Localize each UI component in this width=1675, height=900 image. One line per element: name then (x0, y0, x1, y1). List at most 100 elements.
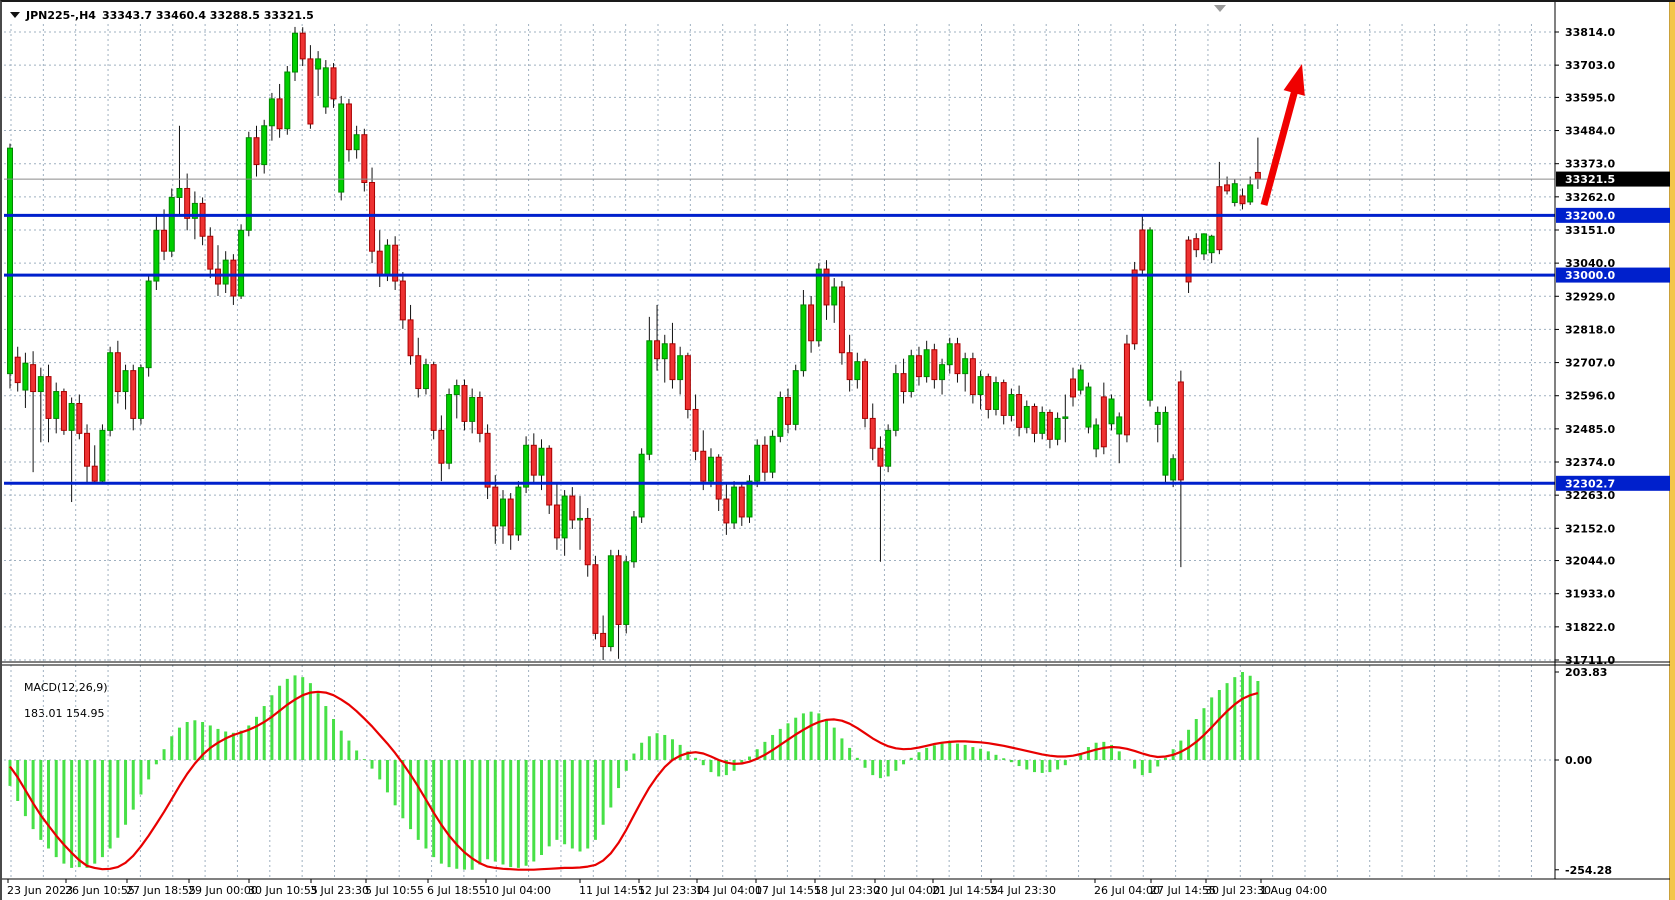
candle-body (137, 367, 144, 419)
grid-lines (4, 24, 1555, 879)
candle-body (646, 340, 653, 455)
candle-body (322, 67, 329, 108)
arrow-head (1283, 64, 1305, 96)
candle-body (492, 486, 499, 527)
arrow-shaft (1260, 86, 1300, 206)
candle-body (561, 495, 568, 539)
candle-body (677, 355, 684, 381)
candle-body (707, 456, 714, 482)
candle-body (376, 250, 383, 276)
candle-body (30, 364, 37, 393)
candle-body (130, 370, 137, 419)
candle-body (422, 364, 429, 390)
candle-body (338, 103, 345, 193)
hline-price-tag (1556, 475, 1670, 491)
candle-body (792, 370, 799, 425)
price-tag-label: 32302.7 (1565, 477, 1615, 490)
hline-price-tag (1556, 267, 1670, 283)
candle-body (869, 417, 876, 449)
time-axis-label: 3 Jul 23:30 (310, 884, 369, 897)
candle-body (530, 444, 537, 476)
candle-body (14, 356, 21, 384)
candle-body (877, 447, 884, 467)
price-axis-label: 33373.0 (1565, 158, 1615, 171)
candle-body (607, 555, 614, 648)
candle-body (1008, 394, 1015, 416)
candle-body (939, 364, 946, 381)
candle-body (1116, 416, 1123, 435)
horizontal-support-resistance-lines[interactable] (4, 178, 1555, 485)
candle-body (738, 486, 745, 518)
price-axis-label: 32707.0 (1565, 357, 1615, 370)
time-axis-label: 26 Jun 10:55 (65, 884, 135, 897)
candle-body (299, 32, 306, 60)
candle-body (1239, 195, 1246, 205)
candle-body (292, 32, 299, 73)
candle-body (22, 362, 29, 391)
candle-body (476, 397, 483, 434)
price-axis-label: 32044.0 (1565, 555, 1615, 568)
candle-body (777, 397, 784, 437)
candle-body (122, 370, 129, 393)
candle-body (761, 444, 768, 473)
candle-body (84, 432, 91, 467)
candle-body (107, 352, 114, 431)
candle-body (99, 429, 106, 482)
candle-body (623, 561, 630, 625)
candle-body (769, 435, 776, 473)
macd-panel[interactable] (8, 672, 1260, 871)
candle-body (230, 259, 237, 297)
price-tag-label: 33000.0 (1565, 269, 1615, 282)
candle-body (785, 397, 792, 425)
candle-body (253, 137, 260, 166)
candle-body (915, 355, 922, 378)
price-axis[interactable]: 33814.0 33703.0 33595.0 33484.0 33373.0 33262… (2, 2, 1670, 880)
candle-body (446, 394, 453, 464)
price-axis-label: 32929.0 (1565, 290, 1615, 303)
candle-body (808, 304, 815, 342)
up-trend-arrow (1260, 64, 1305, 206)
time-axis-label: 24 Jul 23:30 (990, 884, 1056, 897)
chart-title: JPN225-,H4 33343.7 33460.4 33288.5 33321… (10, 7, 314, 23)
macd-signal-line (9, 690, 1259, 871)
candle-body (1247, 184, 1254, 203)
price-axis-label: 32263.0 (1565, 489, 1615, 502)
candle-body (1231, 183, 1238, 204)
candle-body (145, 280, 152, 369)
time-axis-label: 5 Jul 10:55 (365, 884, 424, 897)
candle-body (1093, 424, 1100, 450)
symbol-period-label: JPN225-,H4 (26, 8, 96, 22)
candle-body (461, 385, 468, 422)
candle-body (523, 444, 530, 488)
candle-body (91, 465, 98, 482)
candle-body (37, 376, 44, 393)
price-axis-label: 33595.0 (1565, 91, 1615, 104)
candle-body (276, 98, 283, 130)
candle-body (569, 495, 576, 521)
candle-body (669, 343, 676, 381)
time-axis-label: 20 Jul 04:00 (874, 884, 940, 897)
price-axis-label: 33151.0 (1565, 224, 1615, 237)
price-axis-label: 33703.0 (1565, 59, 1615, 72)
candle-body (1162, 411, 1169, 476)
time-axis-label: 21 Jul 14:55 (932, 884, 998, 897)
candle-body (546, 447, 553, 506)
price-axis-label: 33040.0 (1565, 257, 1615, 270)
price-axis-label: 31711.0 (1565, 654, 1615, 667)
price-axis-label: 32818.0 (1565, 323, 1615, 336)
candle-body (1108, 398, 1115, 425)
candle-body (1147, 229, 1154, 401)
time-axis-label: 26 Jul 04:00 (1094, 884, 1160, 897)
candle-body (900, 373, 907, 393)
candle-body (1131, 269, 1138, 345)
price-axis-label: 32485.0 (1565, 423, 1615, 436)
candles-layer[interactable] (7, 26, 1261, 660)
candle-body (923, 349, 930, 378)
time-axis-label: 18 Jul 23:30 (814, 884, 880, 897)
symbol-dropdown-icon[interactable] (10, 12, 20, 18)
macd-name: MACD(12,26,9) (24, 681, 108, 694)
price-tag-label: 33321.5 (1565, 173, 1615, 186)
candle-body (1100, 396, 1107, 448)
